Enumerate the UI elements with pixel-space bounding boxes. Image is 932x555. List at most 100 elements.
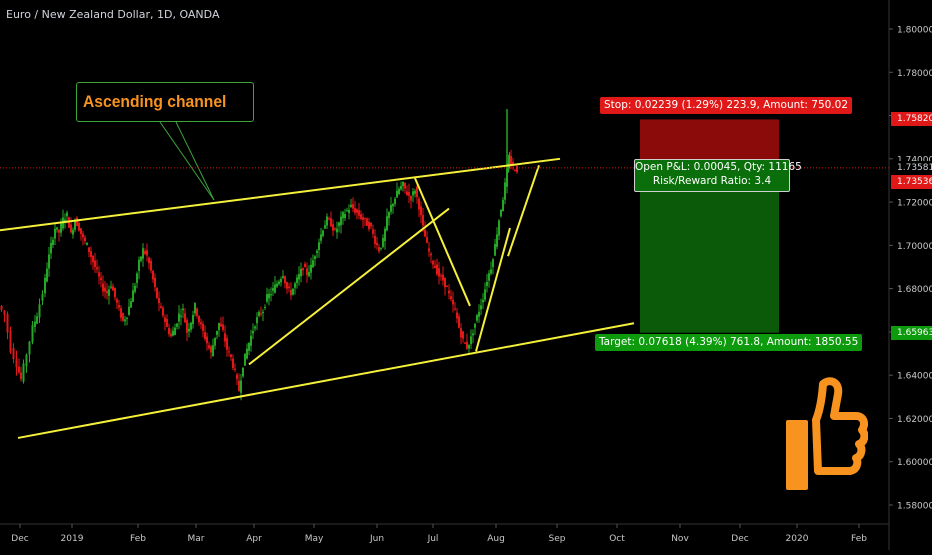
candle-body (170, 333, 172, 337)
candle-body (372, 229, 374, 234)
candle-body (242, 367, 244, 377)
candle-body (12, 348, 15, 360)
candle-body (144, 251, 146, 254)
candle-body (52, 239, 54, 246)
candle-body (324, 225, 326, 229)
target-label[interactable]: Target: 0.07618 (4.39%) 761.8, Amount: 1… (595, 334, 863, 351)
candle-body (68, 217, 70, 228)
trend-line-channel-top[interactable] (0, 157, 561, 232)
stop-label[interactable]: Stop: 0.02239 (1.29%) 223.9, Amount: 750… (600, 97, 853, 114)
thumbs-up-icon (786, 377, 868, 490)
trend-lines-layer[interactable] (0, 157, 635, 439)
candle-body (162, 307, 164, 316)
candle-body (500, 209, 502, 217)
candle-body (308, 272, 310, 277)
candle-body (400, 185, 402, 190)
candle-body (390, 204, 392, 212)
trend-line-channel-bottom[interactable] (17, 322, 635, 439)
candle-body (186, 320, 188, 333)
candle-body (58, 229, 60, 233)
candle-body (130, 301, 132, 308)
candle-body (216, 330, 218, 335)
candle-body (276, 283, 278, 287)
candle-body (226, 338, 228, 350)
target-zone[interactable] (640, 168, 779, 333)
candle-body (50, 243, 52, 254)
y-tick-label: 1.78000 (897, 69, 932, 79)
candle-body (190, 322, 192, 330)
candle-body (486, 281, 488, 286)
candle-body (3, 310, 6, 315)
candle-body (232, 358, 234, 369)
candle-body (450, 296, 452, 300)
candle-body (320, 234, 322, 241)
candle-body (412, 191, 414, 196)
y-tick-label: 1.68000 (897, 285, 932, 295)
candle-body (112, 286, 114, 291)
candle-body (38, 304, 41, 318)
candle-body (378, 247, 380, 252)
candle-body (306, 268, 308, 275)
ascending-channel-callout[interactable]: Ascending channel (76, 82, 254, 122)
candle-body (238, 380, 240, 391)
candle-body (182, 308, 184, 311)
candle-body (22, 363, 25, 382)
candle-body (208, 345, 210, 349)
candle-body (176, 323, 178, 327)
candle-body (31, 325, 34, 343)
open-pnl-label[interactable]: Open P&L: 0.00045, Qty: 11165 Risk/Rewar… (634, 159, 802, 192)
candle-body (334, 228, 336, 230)
candle-body (188, 328, 190, 332)
candle-body (386, 216, 388, 231)
candle-body (46, 268, 48, 282)
candle-body (362, 217, 364, 220)
candle-body (430, 253, 432, 256)
candle-body (220, 323, 222, 327)
candle-body (468, 344, 470, 349)
candle-body (442, 274, 444, 281)
candle-body (364, 217, 366, 219)
candle-body (270, 294, 272, 296)
x-tick-label: Jul (427, 534, 439, 544)
candle-body (110, 286, 112, 288)
candle-body (476, 315, 478, 321)
trend-line-dip-right[interactable] (475, 227, 511, 352)
candle-body (118, 305, 120, 308)
x-tick-label: Oct (609, 534, 625, 544)
candle-body (82, 233, 84, 238)
callout-pointer (159, 121, 215, 201)
candle-body (402, 181, 404, 187)
candle-body (246, 348, 248, 359)
candle-body (142, 248, 144, 259)
candle-body (512, 161, 514, 166)
candle-body (228, 351, 230, 353)
candle-body (9, 330, 12, 352)
candle-body (350, 204, 352, 207)
candle-body (472, 333, 474, 336)
candle-body (382, 238, 384, 247)
candle-body (414, 190, 416, 194)
candle-body (312, 260, 314, 268)
candle-body (250, 335, 252, 346)
candle-body (264, 307, 266, 309)
candle-body (466, 341, 468, 349)
candle-body (434, 265, 436, 269)
candles-layer (0, 109, 518, 401)
candle-body (56, 227, 58, 230)
candle-body (194, 303, 196, 314)
candle-body (340, 216, 342, 226)
x-axis[interactable]: Dec 2019 Feb Mar Apr May Jun Jul Aug Sep Oct Nov Dec… (11, 524, 867, 544)
candle-body (178, 313, 180, 322)
candle-body (202, 323, 204, 331)
candle-body (344, 213, 346, 219)
trend-line-wedge-low[interactable] (248, 207, 450, 366)
candle-body (256, 317, 258, 324)
candle-body (406, 191, 408, 196)
trend-line-rally[interactable] (507, 164, 540, 257)
candle-body (214, 337, 216, 346)
y-axis[interactable]: 1.580001.600001.620001.640001.660001.680… (889, 26, 932, 512)
trend-line-dip-left[interactable] (414, 177, 471, 307)
candle-body (484, 289, 486, 300)
